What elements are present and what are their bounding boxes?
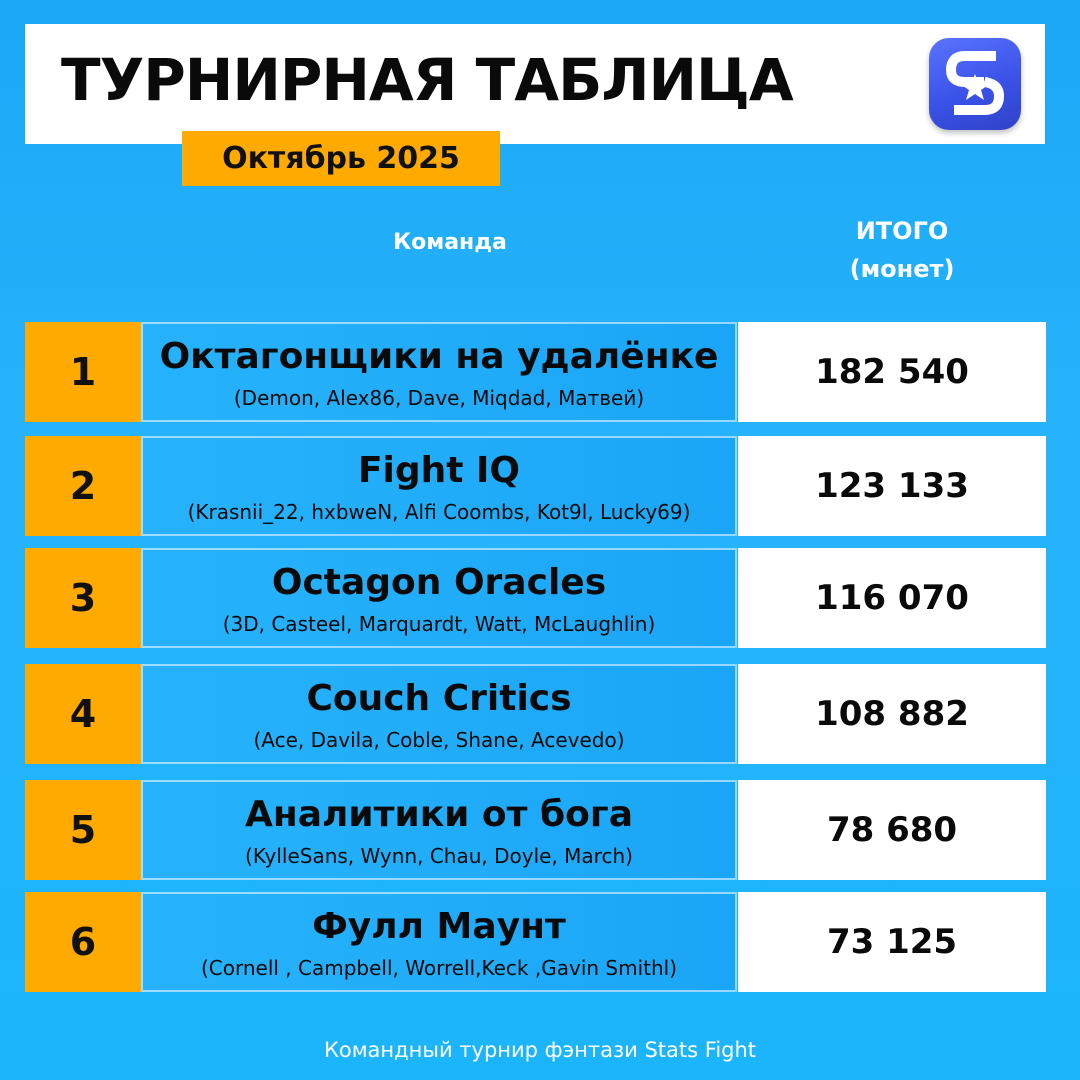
team-cell: Октагонщики на удалёнке (Demon, Alex86, … (141, 322, 737, 422)
team-name: Аналитики от бога (244, 794, 633, 835)
rank-cell: 6 (25, 892, 141, 992)
column-header-total-line2: (монет) (849, 255, 955, 283)
team-members: (Cornell , Campbell, Worrell,Keck ,Gavin… (200, 956, 678, 980)
footer-caption: Командный турнир фэнтази Stats Fight (323, 1038, 757, 1062)
column-header-total-line1: ИТОГО (855, 217, 949, 245)
team-members: (Ace, Davila, Coble, Shane, Acevedo) (253, 728, 625, 752)
table-row: 5 Аналитики от бога (KylleSans, Wynn, Ch… (25, 780, 1046, 880)
column-header-team: Команда (393, 230, 507, 255)
page-title: ТУРНИРНАЯ ТАБЛИЦА (61, 46, 794, 114)
team-members: (Demon, Alex86, Dave, Miqdad, Матвей) (233, 386, 645, 410)
header-bar: ТУРНИРНАЯ ТАБЛИЦА (25, 24, 1045, 144)
rank-cell: 2 (25, 436, 141, 536)
total-cell: 123 133 (738, 436, 1046, 536)
period-badge: Октябрь 2025 (182, 131, 500, 186)
table-row: 3 Octagon Oracles (3D, Casteel, Marquard… (25, 548, 1046, 648)
team-members: (KylleSans, Wynn, Chau, Doyle, March) (245, 844, 633, 868)
total-cell: 116 070 (738, 548, 1046, 648)
rank-cell: 3 (25, 548, 141, 648)
total-cell: 78 680 (738, 780, 1046, 880)
table-row: 1 Октагонщики на удалёнке (Demon, Alex86… (25, 322, 1046, 422)
stats-fight-logo-icon (929, 38, 1021, 130)
team-cell: Octagon Oracles (3D, Casteel, Marquardt,… (141, 548, 737, 648)
team-cell: Фулл Маунт (Cornell , Campbell, Worrell,… (141, 892, 737, 992)
team-name: Октагонщики на удалёнке (159, 336, 719, 377)
team-cell: Fight IQ (Krasnii_22, hxbweN, Alfi Coomb… (141, 436, 737, 536)
table-row: 6 Фулл Маунт (Cornell , Campbell, Worrel… (25, 892, 1046, 992)
rank-cell: 1 (25, 322, 141, 422)
total-cell: 73 125 (738, 892, 1046, 992)
team-name: Fight IQ (357, 450, 521, 491)
rank-cell: 5 (25, 780, 141, 880)
table-row: 4 Couch Critics (Ace, Davila, Coble, Sha… (25, 664, 1046, 764)
team-name: Фулл Маунт (312, 906, 566, 947)
team-name: Octagon Oracles (271, 562, 607, 603)
team-cell: Аналитики от бога (KylleSans, Wynn, Chau… (141, 780, 737, 880)
total-cell: 182 540 (738, 322, 1046, 422)
team-members: (Krasnii_22, hxbweN, Alfi Coombs, Kot9l,… (187, 500, 691, 524)
team-name: Couch Critics (306, 678, 572, 719)
team-cell: Couch Critics (Ace, Davila, Coble, Shane… (141, 664, 737, 764)
total-cell: 108 882 (738, 664, 1046, 764)
rank-cell: 4 (25, 664, 141, 764)
table-row: 2 Fight IQ (Krasnii_22, hxbweN, Alfi Coo… (25, 436, 1046, 536)
column-header-total: ИТОГО (монет) (752, 212, 1052, 288)
team-members: (3D, Casteel, Marquardt, Watt, McLaughli… (222, 612, 656, 636)
